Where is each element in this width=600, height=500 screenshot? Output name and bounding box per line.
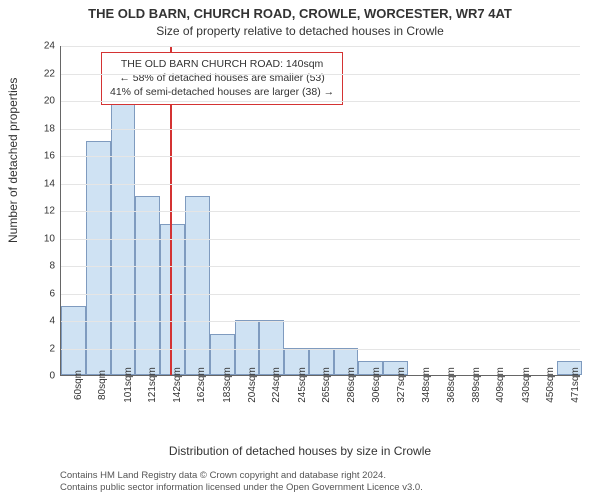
gridline bbox=[61, 321, 580, 322]
y-tick-label: 20 bbox=[44, 96, 55, 107]
gridline bbox=[61, 74, 580, 75]
x-tick-label: 368sqm bbox=[446, 367, 457, 403]
x-tick-label: 265sqm bbox=[321, 367, 332, 403]
gridline bbox=[61, 294, 580, 295]
annotation-box: THE OLD BARN CHURCH ROAD: 140sqm ← 58% o… bbox=[101, 52, 343, 105]
histogram-bar bbox=[111, 100, 136, 375]
chart-title-main: THE OLD BARN, CHURCH ROAD, CROWLE, WORCE… bbox=[0, 6, 600, 21]
annotation-line3: 41% of semi-detached houses are larger (… bbox=[110, 85, 334, 99]
plot-area: THE OLD BARN CHURCH ROAD: 140sqm ← 58% o… bbox=[60, 46, 580, 376]
gridline bbox=[61, 239, 580, 240]
y-tick-label: 22 bbox=[44, 68, 55, 79]
y-tick-label: 10 bbox=[44, 233, 55, 244]
x-tick-label: 245sqm bbox=[297, 367, 308, 403]
x-tick-label: 204sqm bbox=[247, 367, 258, 403]
x-tick-label: 306sqm bbox=[371, 367, 382, 403]
x-tick-label: 224sqm bbox=[271, 367, 282, 403]
gridline bbox=[61, 349, 580, 350]
histogram-bar bbox=[61, 306, 86, 375]
gridline bbox=[61, 46, 580, 47]
y-axis-label: Number of detached properties bbox=[6, 78, 20, 243]
x-axis-label: Distribution of detached houses by size … bbox=[0, 444, 600, 458]
y-tick-label: 18 bbox=[44, 123, 55, 134]
y-tick-label: 8 bbox=[49, 261, 55, 272]
gridline bbox=[61, 156, 580, 157]
x-tick-label: 142sqm bbox=[172, 367, 183, 403]
x-tick-label: 162sqm bbox=[196, 367, 207, 403]
attribution-line1: Contains HM Land Registry data © Crown c… bbox=[60, 470, 590, 482]
x-tick-label: 348sqm bbox=[421, 367, 432, 403]
x-tick-label: 450sqm bbox=[545, 367, 556, 403]
gridline bbox=[61, 184, 580, 185]
y-tick-label: 12 bbox=[44, 206, 55, 217]
x-tick-label: 327sqm bbox=[396, 367, 407, 403]
x-tick-label: 430sqm bbox=[521, 367, 532, 403]
gridline bbox=[61, 129, 580, 130]
histogram-chart: THE OLD BARN, CHURCH ROAD, CROWLE, WORCE… bbox=[0, 0, 600, 500]
y-tick-label: 16 bbox=[44, 151, 55, 162]
x-tick-label: 409sqm bbox=[495, 367, 506, 403]
y-tick-label: 4 bbox=[49, 316, 55, 327]
x-tick-label: 389sqm bbox=[471, 367, 482, 403]
histogram-bar bbox=[86, 141, 111, 375]
chart-title-sub: Size of property relative to detached ho… bbox=[0, 24, 600, 38]
gridline bbox=[61, 101, 580, 102]
gridline bbox=[61, 266, 580, 267]
x-tick-label: 121sqm bbox=[147, 367, 158, 403]
annotation-line1: THE OLD BARN CHURCH ROAD: 140sqm bbox=[110, 57, 334, 71]
y-tick-label: 14 bbox=[44, 178, 55, 189]
gridline bbox=[61, 211, 580, 212]
attribution: Contains HM Land Registry data © Crown c… bbox=[60, 470, 590, 494]
x-tick-label: 471sqm bbox=[570, 367, 581, 403]
y-tick-label: 6 bbox=[49, 288, 55, 299]
x-tick-label: 183sqm bbox=[222, 367, 233, 403]
x-tick-label: 60sqm bbox=[73, 370, 84, 400]
histogram-bar bbox=[160, 224, 185, 375]
y-tick-label: 2 bbox=[49, 343, 55, 354]
x-tick-label: 80sqm bbox=[97, 370, 108, 400]
x-tick-label: 101sqm bbox=[123, 367, 134, 403]
y-tick-label: 0 bbox=[49, 371, 55, 382]
x-tick-label: 286sqm bbox=[346, 367, 357, 403]
y-tick-label: 24 bbox=[44, 41, 55, 52]
attribution-line2: Contains public sector information licen… bbox=[60, 482, 590, 494]
